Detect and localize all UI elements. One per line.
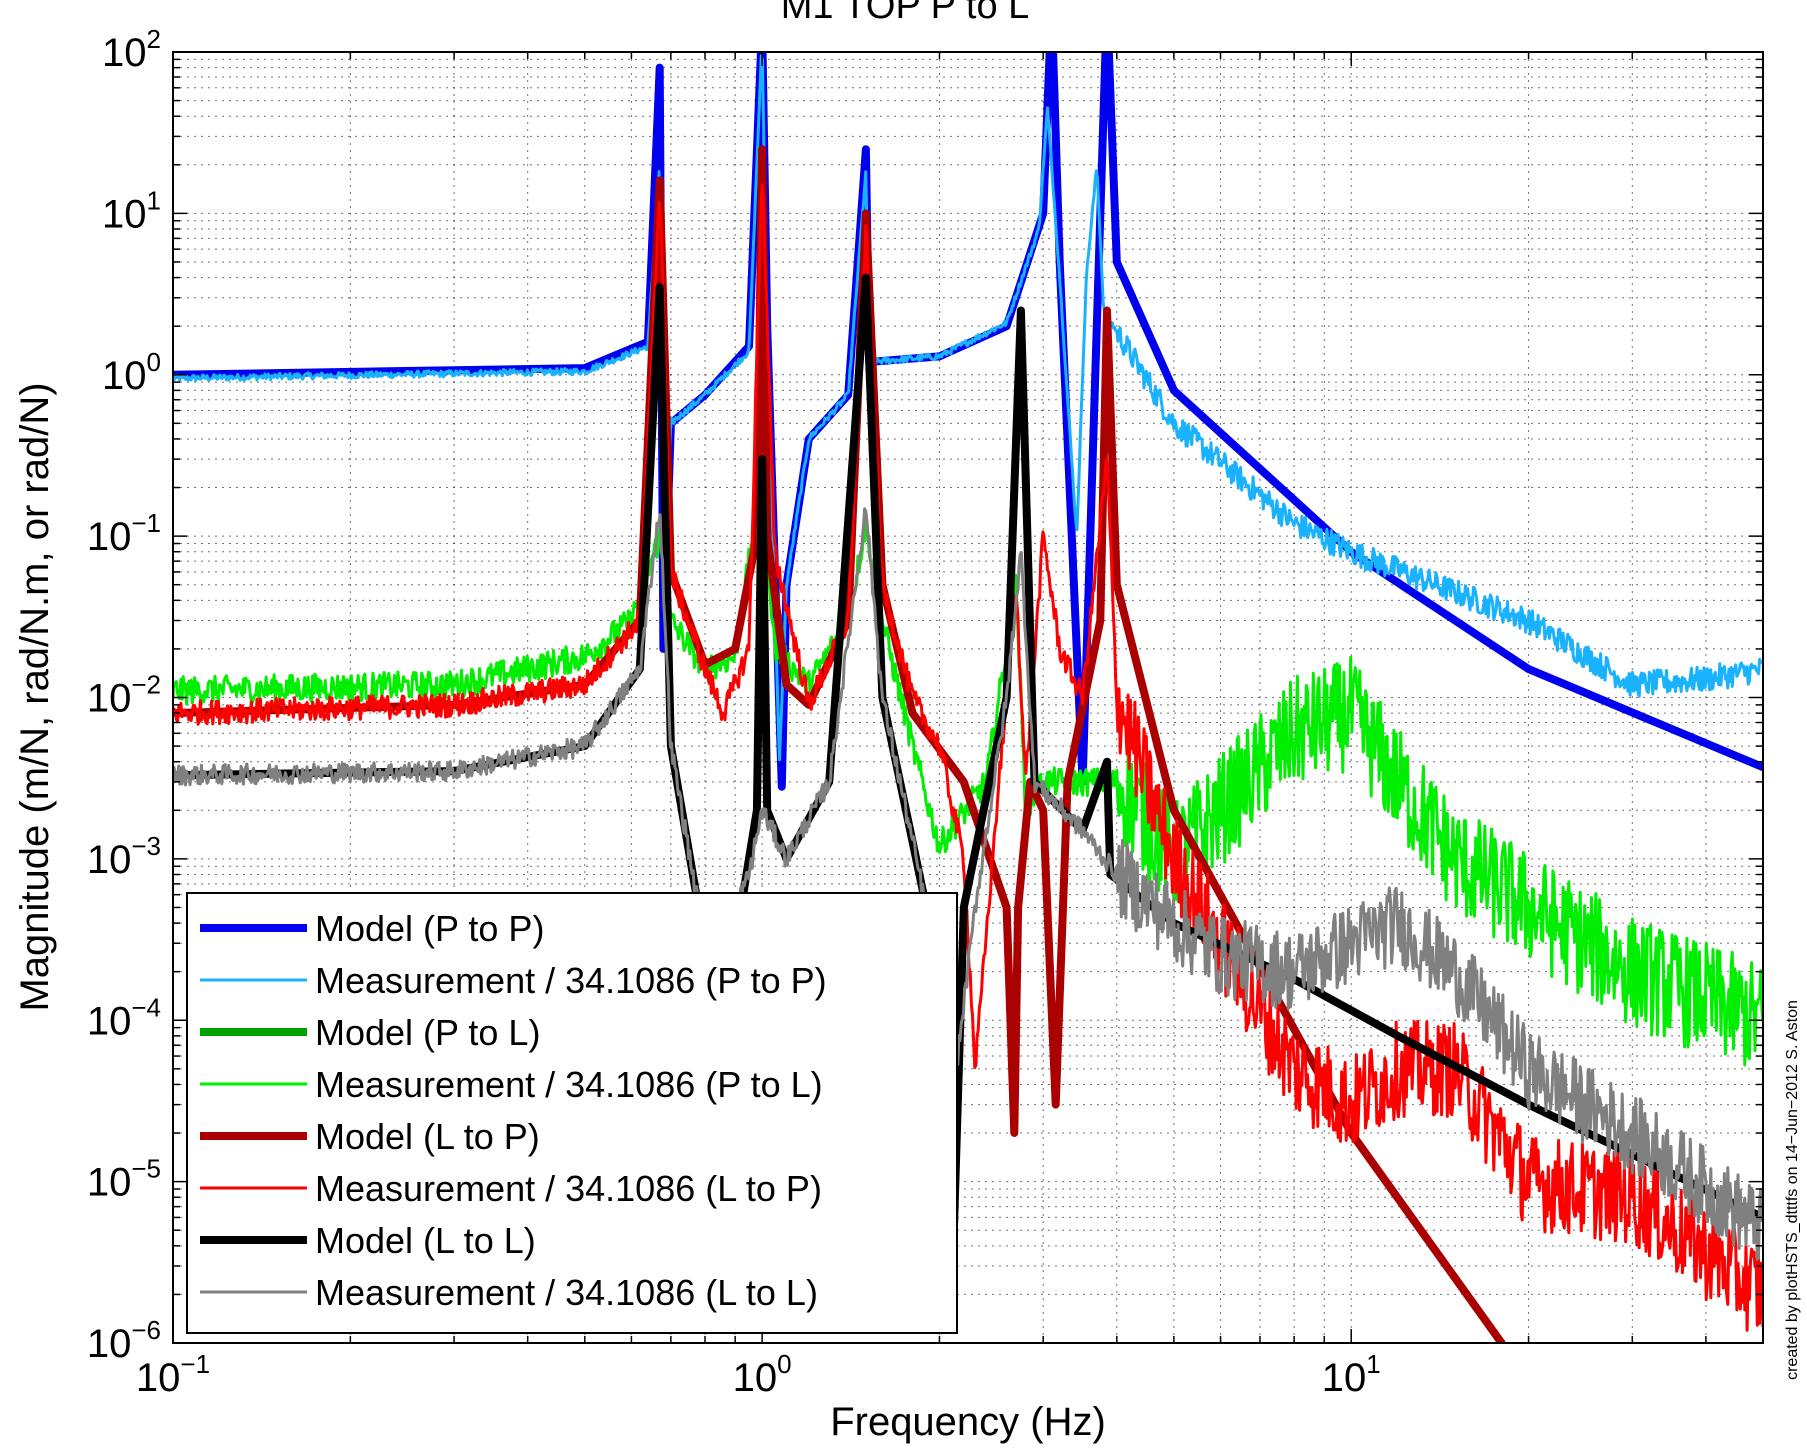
axis-ticks: 10−1 100 101 102 101 100 10−1 10−2 10−3 10−4 10−5 1…	[87, 24, 1764, 1400]
y-tick-label: 102	[102, 24, 161, 75]
legend-label: Model (P to P)	[315, 908, 544, 949]
x-axis-label: Frequency (Hz)	[830, 1400, 1106, 1444]
x-tick-label: 101	[1322, 1349, 1381, 1400]
x-tick-label: 10−1	[136, 1349, 210, 1400]
legend-label: Measurement / 34.1086 (P to P)	[315, 960, 827, 1001]
y-tick-label: 10−6	[87, 1315, 161, 1366]
legend-label: Model (L to L)	[315, 1220, 536, 1261]
y-tick-label: 10−5	[87, 1154, 161, 1205]
y-tick-label: 100	[102, 347, 161, 398]
chart-title: M1 TOP P to L	[781, 0, 1030, 27]
legend-label: Measurement / 34.1086 (P to L)	[315, 1064, 823, 1105]
legend-label: Measurement / 34.1086 (L to P)	[315, 1168, 822, 1209]
series-line-1	[173, 54, 1763, 762]
legend-items: Model (P to P) Measurement / 34.1086 (P t…	[200, 908, 827, 1313]
y-axis-label: Magnitude (m/N, rad/N.m, or rad/N)	[13, 382, 57, 1011]
y-tick-label: 10−2	[87, 670, 161, 721]
series-line-5	[173, 183, 1763, 1332]
side-annotation: created by plotHSTS_dtttfs on 14−Jun−201…	[1784, 1000, 1801, 1380]
legend-label: Measurement / 34.1086 (L to L)	[315, 1272, 818, 1313]
series-lines	[173, 52, 1763, 1343]
legend-box	[186, 892, 958, 1334]
y-tick-label: 101	[102, 185, 161, 236]
legend: Model (P to P) Measurement / 34.1086 (P t…	[186, 892, 958, 1334]
y-tick-label: 10−4	[87, 992, 161, 1043]
legend-label: Model (L to P)	[315, 1116, 540, 1157]
x-tick-label: 100	[733, 1349, 792, 1400]
series-line-7	[173, 507, 1763, 1261]
y-tick-label: 10−1	[87, 508, 161, 559]
legend-label: Model (P to L)	[315, 1012, 540, 1053]
y-tick-label: 10−3	[87, 831, 161, 882]
